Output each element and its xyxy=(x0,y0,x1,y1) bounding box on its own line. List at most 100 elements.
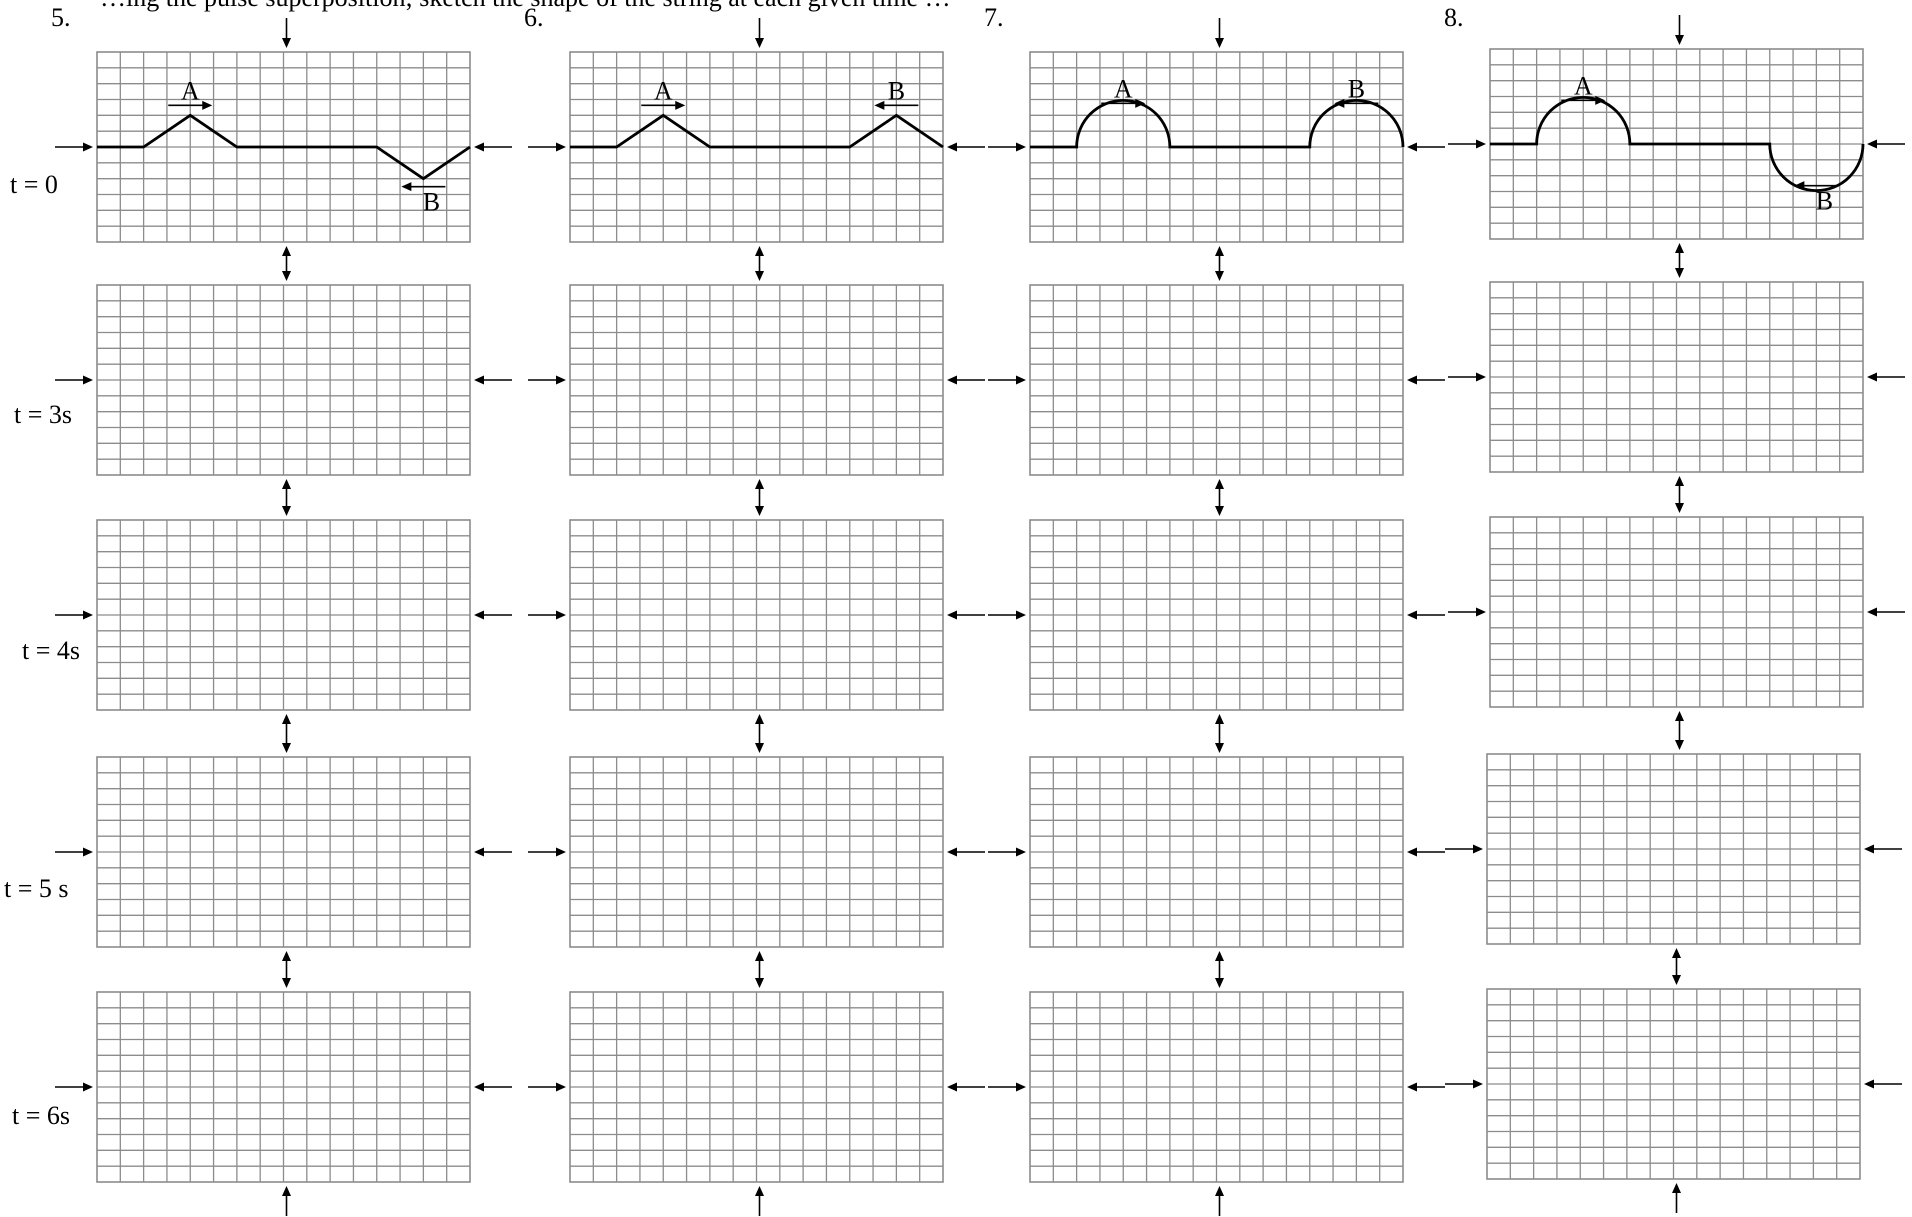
pulse-a-motion-arrow-right xyxy=(1561,95,1606,105)
problem-6-grid-t3 xyxy=(528,756,985,988)
right-support-arrow xyxy=(947,375,985,385)
problem-7-grid-t1 xyxy=(988,284,1445,516)
grid-border xyxy=(1486,753,1861,945)
time-label-3: t = 5 s xyxy=(4,874,69,903)
left-support-arrow xyxy=(528,1082,566,1092)
left-support-arrow xyxy=(528,375,566,385)
between-grids-double-arrow xyxy=(755,714,764,753)
grid-border xyxy=(1486,988,1861,1180)
pulse-a-motion-arrow-right xyxy=(168,100,213,110)
problem-number-7: 7. xyxy=(984,3,1004,32)
pulse-b-motion-arrow-left xyxy=(1794,181,1839,191)
pulse-b-motion-arrow-left xyxy=(1334,98,1379,108)
right-support-arrow xyxy=(1407,847,1445,857)
pulse-b-motion-arrow-left xyxy=(874,100,919,110)
right-support-arrow xyxy=(1867,139,1905,149)
pulse-a-label: A xyxy=(654,76,673,105)
between-grids-double-arrow xyxy=(1675,711,1684,750)
left-support-arrow xyxy=(55,1082,93,1092)
between-grids-double-arrow xyxy=(282,714,291,753)
left-support-arrow xyxy=(528,610,566,620)
grid-border xyxy=(1029,284,1404,476)
right-support-arrow xyxy=(1407,142,1445,152)
bottom-center-arrow xyxy=(282,1186,291,1216)
right-support-arrow xyxy=(947,1082,985,1092)
pulse-a-motion-arrow-right xyxy=(641,100,686,110)
right-support-arrow xyxy=(474,610,512,620)
grid-border xyxy=(96,991,471,1183)
grid-border xyxy=(1489,516,1864,708)
grid-border xyxy=(569,519,944,711)
top-center-arrow xyxy=(1675,15,1684,45)
header-text-fragment: …ing the pulse superposition; sketch the… xyxy=(100,0,951,12)
problem-5-grid-t4 xyxy=(55,991,512,1216)
grid-border xyxy=(96,284,471,476)
right-support-arrow xyxy=(1407,610,1445,620)
problem-6-grid-t2 xyxy=(528,519,985,753)
pulse-b-motion-arrow-left xyxy=(401,182,446,192)
grid-border xyxy=(96,756,471,948)
left-support-arrow xyxy=(988,610,1026,620)
top-center-arrow xyxy=(755,18,764,48)
problem-6-grid-t1 xyxy=(528,284,985,516)
pulse-a-motion-arrow-right xyxy=(1101,98,1146,108)
problem-5-grid-t1 xyxy=(55,284,512,516)
pulse-a-label: A xyxy=(1574,71,1593,100)
problem-number-5: 5. xyxy=(51,3,71,32)
pulse-b-label: B xyxy=(888,76,905,105)
string-waveform xyxy=(1490,95,1865,193)
right-support-arrow xyxy=(947,847,985,857)
left-support-arrow xyxy=(55,142,93,152)
top-center-arrow xyxy=(1215,18,1224,48)
right-support-arrow xyxy=(1864,1079,1902,1089)
problem-7-grid-t4 xyxy=(988,991,1445,1216)
string-with-pulses: AB xyxy=(1490,71,1865,216)
left-support-arrow xyxy=(1445,844,1483,854)
left-support-arrow xyxy=(55,847,93,857)
pulse-a-label: A xyxy=(181,76,200,105)
problem-number-6: 6. xyxy=(524,3,544,32)
right-support-arrow xyxy=(474,375,512,385)
bottom-center-arrow xyxy=(755,1186,764,1216)
grid-border xyxy=(569,756,944,948)
string-waveform xyxy=(97,113,471,181)
right-support-arrow xyxy=(474,847,512,857)
right-support-arrow xyxy=(947,142,985,152)
between-grids-double-arrow xyxy=(1672,948,1681,985)
problem-number-8: 8. xyxy=(1444,3,1464,32)
right-support-arrow xyxy=(1864,844,1902,854)
left-support-arrow xyxy=(1448,372,1486,382)
between-grids-double-arrow xyxy=(1675,476,1684,513)
between-grids-double-arrow xyxy=(1215,714,1224,753)
left-support-arrow xyxy=(55,375,93,385)
between-grids-double-arrow xyxy=(1215,246,1224,281)
between-grids-double-arrow xyxy=(282,479,291,516)
between-grids-double-arrow xyxy=(282,246,291,281)
problem-5-grid-t2 xyxy=(55,519,512,753)
right-support-arrow xyxy=(947,610,985,620)
bottom-center-arrow xyxy=(1215,1186,1224,1216)
right-support-arrow xyxy=(1867,607,1905,617)
left-support-arrow xyxy=(1448,607,1486,617)
between-grids-double-arrow xyxy=(755,246,764,281)
left-support-arrow xyxy=(988,375,1026,385)
right-support-arrow xyxy=(1407,375,1445,385)
grid-border xyxy=(1029,991,1404,1183)
time-label-4: t = 6s xyxy=(12,1101,70,1130)
left-support-arrow xyxy=(988,847,1026,857)
time-labels-layer: t = 0 t = 3s t = 4s t = 5 s t = 6s xyxy=(4,170,80,1130)
string-with-pulses: AB xyxy=(97,76,471,217)
problem-5-grid-t0: AB xyxy=(55,18,512,281)
problem-6-grid-t4 xyxy=(528,991,985,1216)
time-label-0: t = 0 xyxy=(10,170,58,199)
right-support-arrow xyxy=(1407,1082,1445,1092)
between-grids-double-arrow xyxy=(1215,951,1224,988)
pulse-b-label: B xyxy=(1816,187,1833,216)
problem-7-grid-t2 xyxy=(988,519,1445,753)
left-support-arrow xyxy=(528,142,566,152)
between-grids-double-arrow xyxy=(282,951,291,988)
pulse-a-label: A xyxy=(1114,74,1133,103)
